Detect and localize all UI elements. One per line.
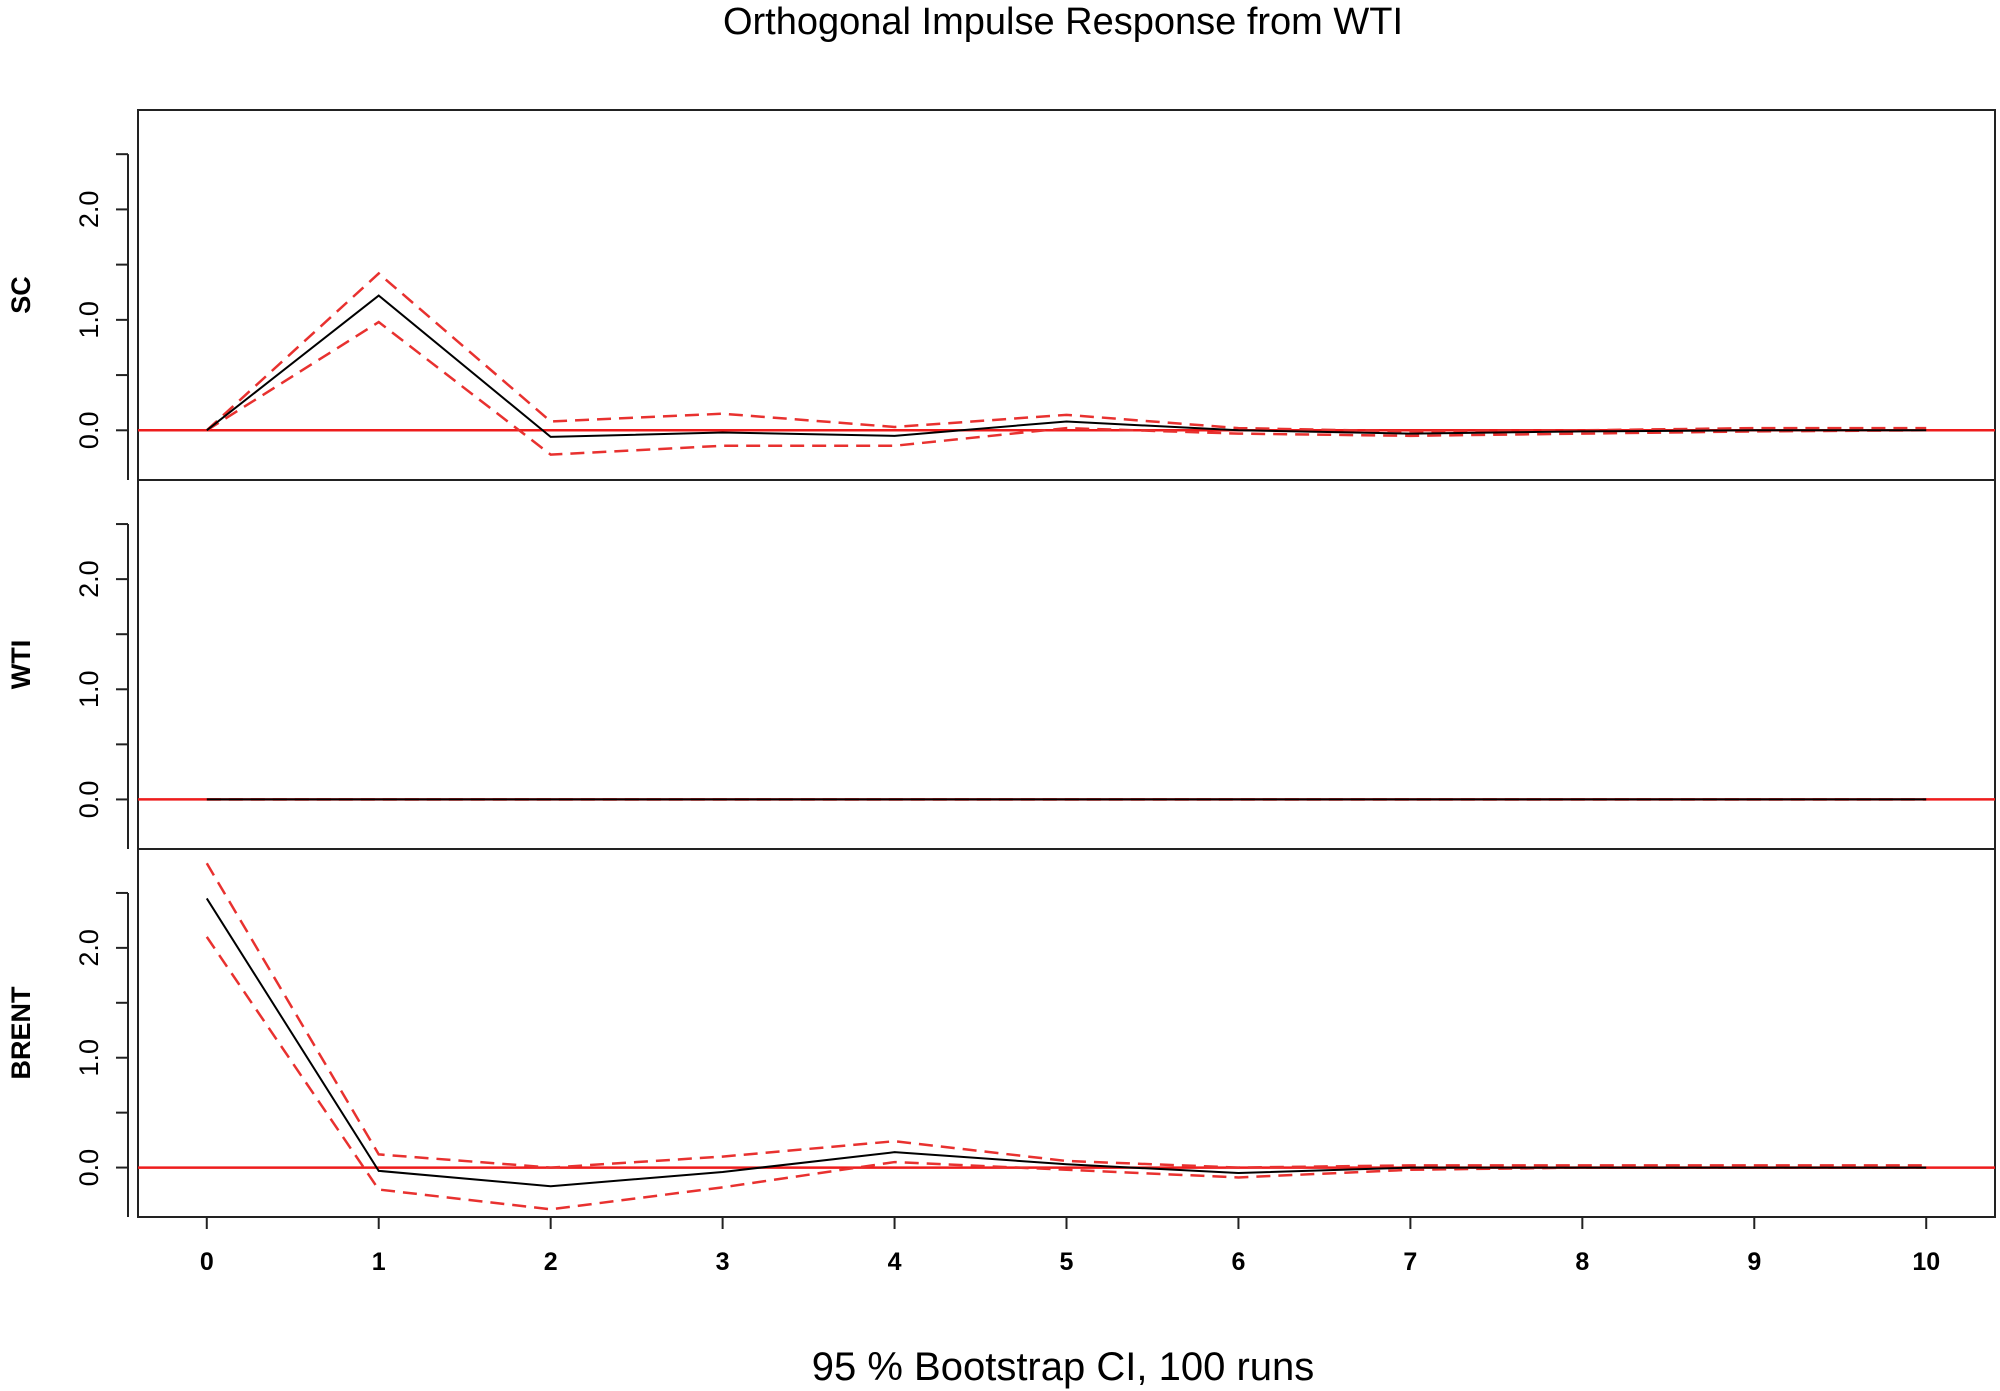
x-tick-label: 1 [372,1248,386,1276]
y-tick-label: 0.0 [74,412,104,450]
ci-upper-line [205,271,1927,433]
panel-ylabel-sc: SC [6,276,36,314]
x-tick-label: 5 [1060,1248,1074,1276]
x-tick-label: 7 [1403,1248,1417,1276]
x-tick-label: 6 [1231,1248,1245,1276]
panel-ylabel-wti: WTI [6,640,36,689]
x-axis: 0 1 2 3 4 5 6 7 8 9 10 [200,1216,1940,1276]
x-tick-label: 8 [1575,1248,1589,1276]
x-tick-label: 0 [200,1248,214,1276]
x-tick-label: 3 [716,1248,730,1276]
panels-layer: 0.0 1.0 2.0 SC 0.0 1.0 2.0 WTI 0.0 1.0 2.0 BRENT [6,109,1996,1218]
y-tick-label: 2.0 [74,929,104,967]
y-tick-label: 0.0 [74,1149,104,1187]
x-tick-label: 10 [1912,1248,1940,1276]
ci-lower-line [206,320,1927,456]
x-tick-label: 4 [888,1248,902,1276]
y-tick-label: 1.0 [74,1039,104,1077]
response-line [205,897,1927,1188]
chart-title: Orthogonal Impulse Response from WTI [723,1,1403,43]
response-line [206,294,1927,438]
x-tick-label: 9 [1747,1248,1761,1276]
y-tick-label: 0.0 [74,781,104,819]
x-axis-label: 95 % Bootstrap CI, 100 runs [812,1345,1315,1389]
ci-upper-line [205,862,1927,1169]
y-tick-label: 1.0 [74,671,104,709]
y-tick-label: 2.0 [74,191,104,229]
y-tick-label: 2.0 [74,560,104,598]
y-tick-label: 1.0 [74,301,104,339]
panel-ylabel-brent: BRENT [6,986,36,1080]
x-tick-label: 2 [544,1248,558,1276]
panel-brent: 0.0 1.0 2.0 BRENT [6,848,1996,1218]
